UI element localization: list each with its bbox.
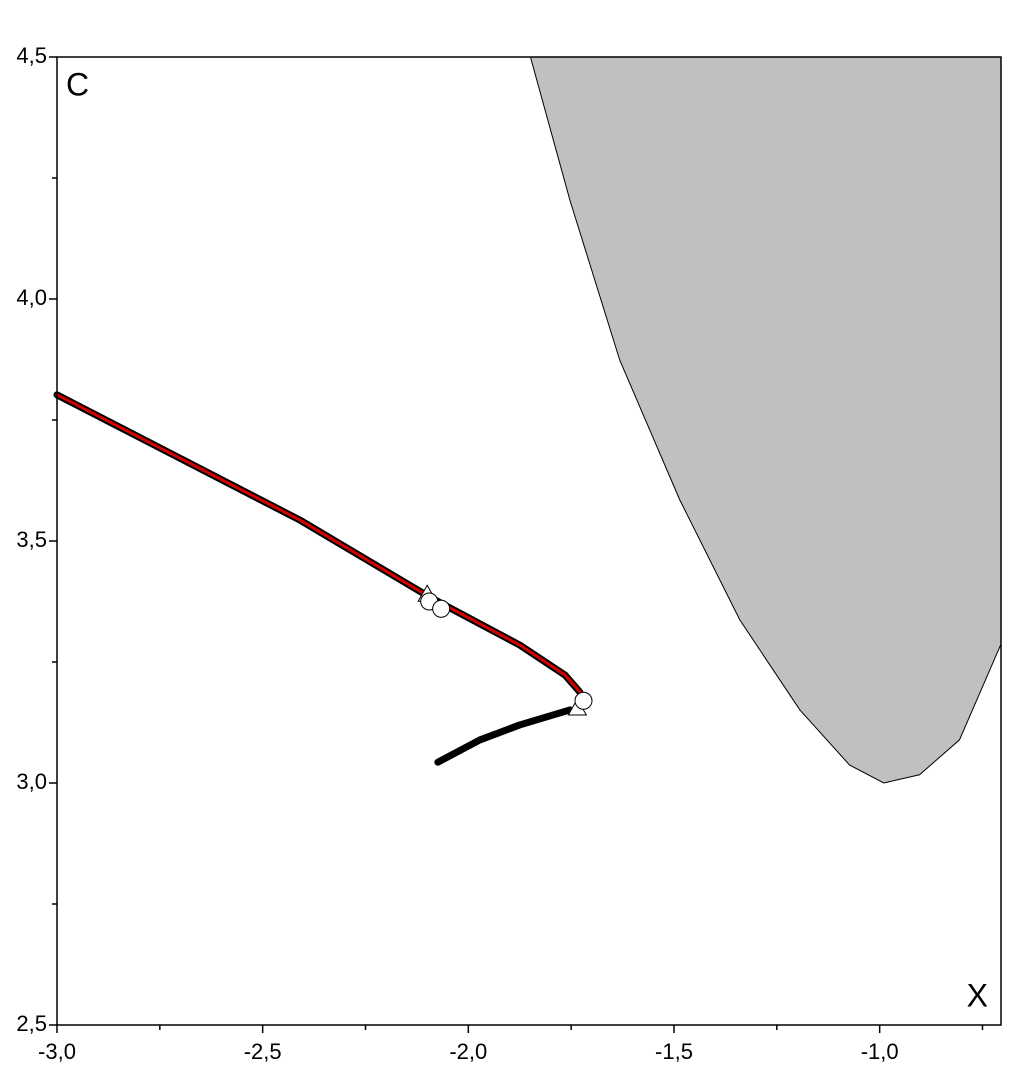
y-tick-label: 2,5: [16, 1011, 47, 1036]
marker-circle: [574, 691, 593, 710]
region-boundary: [529, 56, 1002, 784]
y-tick-label: 4,5: [16, 43, 47, 68]
line-outline: [53, 391, 584, 696]
line: [55, 393, 582, 694]
y-tick-label: 4,0: [16, 285, 47, 310]
marker-circle: [432, 599, 451, 618]
x-tick-label: -3,0: [38, 1039, 76, 1064]
y-tick-label: 3,0: [16, 769, 47, 794]
x-axis-label: X: [967, 977, 988, 1013]
region: [530, 57, 1001, 783]
x-tick-label: -2,0: [449, 1039, 487, 1064]
y-tick-label: 3,5: [16, 527, 47, 552]
x-tick-label: -1,0: [861, 1039, 899, 1064]
x-tick-label: -1,5: [655, 1039, 693, 1064]
x-tick-label: -2,5: [244, 1039, 282, 1064]
panel-label: C: [66, 66, 89, 102]
line: [434, 706, 574, 766]
